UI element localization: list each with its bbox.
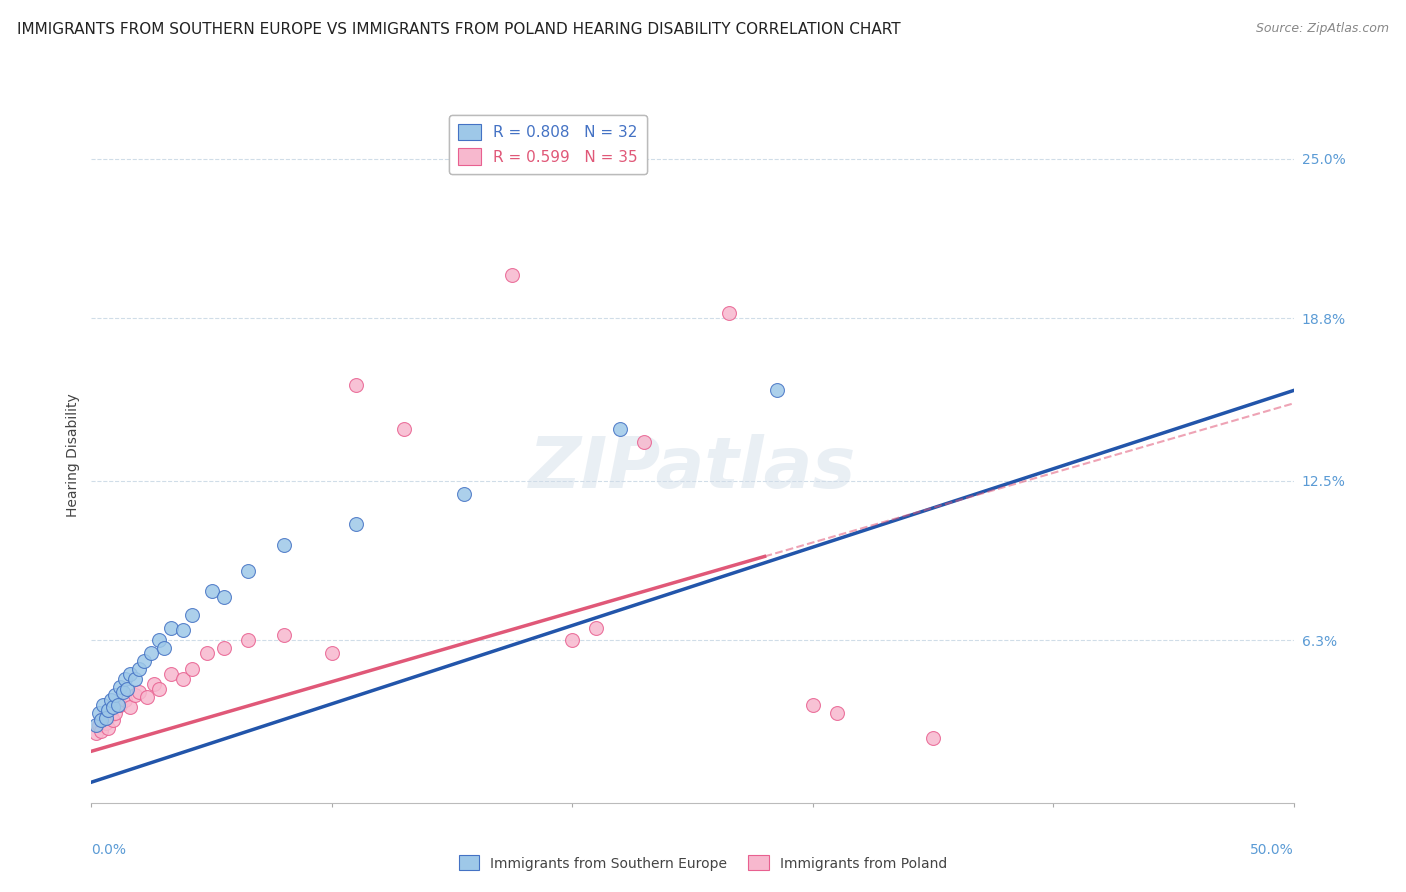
Point [195, 646, 218, 660]
Point [609, 422, 631, 436]
Point [97, 721, 120, 735]
Point [135, 690, 157, 705]
Point [110, 698, 132, 712]
Point [128, 685, 150, 699]
Point [87, 706, 110, 720]
Point [561, 633, 583, 648]
Point [100, 692, 122, 706]
Point [392, 422, 415, 436]
Point [97, 703, 120, 717]
Point [633, 435, 655, 450]
Point [172, 623, 194, 637]
Point [453, 486, 475, 500]
Point [94, 715, 117, 730]
Point [117, 682, 139, 697]
Text: ZIPatlas: ZIPatlas [529, 434, 856, 503]
Point [84, 718, 107, 732]
Point [212, 590, 235, 604]
Point [110, 680, 132, 694]
Point [273, 628, 295, 642]
Point [142, 677, 165, 691]
Point [128, 662, 150, 676]
Text: Source: ZipAtlas.com: Source: ZipAtlas.com [1256, 22, 1389, 36]
Point [124, 672, 146, 686]
Point [212, 641, 235, 656]
Legend: R = 0.808   N = 32, R = 0.599   N = 35: R = 0.808 N = 32, R = 0.599 N = 35 [449, 115, 647, 174]
Point [717, 306, 740, 320]
Point [501, 268, 523, 282]
Point [101, 700, 124, 714]
Point [104, 706, 127, 720]
Point [118, 667, 141, 681]
Point [201, 584, 224, 599]
Point [765, 384, 787, 398]
Point [273, 538, 295, 552]
Point [159, 621, 181, 635]
Point [801, 698, 824, 712]
Point [114, 692, 136, 706]
Point [111, 685, 134, 699]
Point [90, 714, 112, 728]
Point [114, 672, 136, 686]
Point [141, 646, 163, 660]
Point [104, 688, 127, 702]
Point [118, 700, 141, 714]
Point [236, 633, 259, 648]
Point [90, 723, 112, 738]
Text: 50.0%: 50.0% [1250, 843, 1294, 857]
Point [344, 517, 367, 532]
Point [321, 646, 343, 660]
Point [344, 378, 367, 392]
Point [100, 708, 122, 723]
Point [152, 641, 174, 656]
Point [172, 672, 194, 686]
Point [922, 731, 945, 746]
Text: IMMIGRANTS FROM SOUTHERN EUROPE VS IMMIGRANTS FROM POLAND HEARING DISABILITY COR: IMMIGRANTS FROM SOUTHERN EUROPE VS IMMIG… [17, 22, 900, 37]
Point [87, 718, 110, 732]
Point [181, 662, 204, 676]
Point [134, 654, 156, 668]
Point [107, 698, 129, 712]
Point [93, 698, 115, 712]
Point [93, 711, 115, 725]
Legend: Immigrants from Southern Europe, Immigrants from Poland: Immigrants from Southern Europe, Immigra… [453, 850, 953, 876]
Point [94, 711, 117, 725]
Y-axis label: Hearing Disability: Hearing Disability [66, 393, 80, 516]
Point [181, 607, 204, 622]
Point [159, 667, 181, 681]
Point [825, 706, 848, 720]
Text: 0.0%: 0.0% [91, 843, 127, 857]
Point [236, 564, 259, 578]
Point [101, 714, 124, 728]
Point [124, 688, 146, 702]
Point [585, 621, 607, 635]
Point [148, 633, 170, 648]
Point [148, 682, 170, 697]
Point [84, 726, 107, 740]
